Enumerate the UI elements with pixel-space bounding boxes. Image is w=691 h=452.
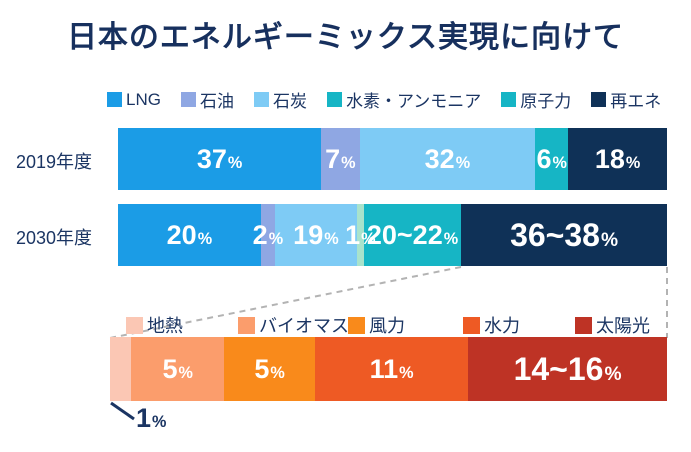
segment-2019-nuclear-value: 6% [536, 143, 567, 174]
segment-2030-renewables: 36~38% [461, 204, 667, 266]
biomass-color-swatch [238, 316, 255, 334]
geothermal-callout-label: 1% [136, 403, 167, 433]
legend-label-biomass: バイオマス [259, 316, 349, 336]
segment-2019-coal-value: 32% [424, 143, 471, 174]
solar-color-swatch [575, 316, 592, 334]
segment-renew-solar: 14~16% [468, 337, 667, 401]
legend-item-geothermal: 地熱 [126, 312, 183, 338]
geothermal-callout-line [110, 401, 135, 421]
segment-2019-renewables: 18% [568, 128, 667, 190]
renewables-color-swatch [591, 92, 607, 107]
legend-energy-sources: LNG 石油 石炭 水素・アンモニア 原子力 再エネ [107, 87, 661, 112]
segment-2030-hydrogen-ammonia: 1% [345, 204, 376, 266]
segment-2030-nuclear: 20~22% [363, 204, 462, 266]
lng-color-swatch [107, 92, 122, 107]
segment-2019-lng: 37% [118, 128, 322, 190]
segment-2019-oil-value: 7% [325, 143, 356, 174]
legend-item-hydro: 水力 [463, 312, 520, 338]
bar-2019: 37% 7% 32% 6% 18% [118, 128, 667, 190]
wind-color-swatch [348, 316, 365, 334]
row-label-2030: 2030年度 [16, 228, 93, 248]
segment-2030-lng-value: 20% [166, 219, 213, 250]
segment-renew-geothermal-value [120, 356, 121, 383]
legend-item-coal: 石炭 [253, 87, 307, 112]
segment-2030-oil: 2% [253, 204, 283, 266]
legend-label-coal: 石炭 [272, 92, 307, 111]
legend-item-wind: 風力 [348, 312, 405, 338]
legend-item-oil: 石油 [180, 87, 234, 112]
legend-item-renewables: 再エネ [591, 87, 661, 112]
segment-2030-lng: 20% [118, 204, 261, 266]
nuclear-color-swatch [501, 92, 517, 107]
segment-renew-hydro: 11% [314, 337, 469, 401]
page-title: 日本のエネルギーミックス実現に向けて [66, 21, 625, 54]
segment-renew-biomass: 5% [131, 337, 225, 401]
legend-label-renewables: 再エネ [610, 92, 662, 111]
legend-label-oil: 石油 [199, 92, 234, 111]
bar-renewables-breakdown: 5% 5% 11% 14~16% [110, 337, 667, 401]
legend-label-wind: 風力 [369, 316, 405, 336]
bar-2030: 20% 2% 19% 1% 20~22% 36~38% [118, 204, 667, 266]
hydrogen-ammonia-color-swatch [326, 92, 342, 107]
legend-label-solar: 太陽光 [596, 316, 650, 336]
segment-renew-solar-value: 14~16% [513, 351, 622, 387]
legend-item-hydrogen-ammonia: 水素・アンモニア [326, 87, 482, 112]
legend-label-hydrogen-ammonia: 水素・アンモニア [345, 92, 482, 111]
hydro-color-swatch [463, 316, 480, 334]
segment-2030-nuclear-value: 20~22% [366, 219, 459, 250]
segment-renew-wind-value: 5% [254, 353, 285, 384]
segment-2030-oil-value: 2% [252, 219, 284, 250]
segment-2019-coal: 32% [359, 128, 536, 190]
segment-2030-hydrogen-ammonia-value: 1% [345, 219, 376, 250]
legend-item-nuclear: 原子力 [501, 87, 571, 112]
segment-renew-geothermal [110, 337, 132, 401]
coal-color-swatch [253, 92, 269, 107]
segment-2030-coal: 19% [275, 204, 357, 266]
legend-item-lng: LNG [107, 90, 161, 110]
legend-item-solar: 太陽光 [575, 312, 650, 338]
segment-renew-wind: 5% [224, 337, 315, 401]
legend-label-hydro: 水力 [484, 316, 520, 336]
segment-2019-lng-value: 37% [196, 143, 243, 174]
segment-2019-nuclear: 6% [535, 128, 569, 190]
segment-renew-biomass-value: 5% [162, 353, 193, 384]
row-label-2019: 2019年度 [16, 152, 93, 172]
geothermal-color-swatch [126, 316, 143, 334]
segment-renew-hydro-value: 11% [369, 353, 414, 384]
segment-2019-oil: 7% [321, 128, 360, 190]
legend-label-nuclear: 原子力 [520, 92, 572, 111]
segment-2030-renewables-value: 36~38% [510, 217, 618, 253]
legend-label-geothermal: 地熱 [147, 316, 183, 336]
legend-item-biomass: バイオマス [238, 312, 349, 338]
segment-2019-renewables-value: 18% [594, 143, 641, 174]
oil-color-swatch [180, 92, 196, 107]
segment-2030-coal-value: 19% [293, 219, 339, 250]
legend-label-lng: LNG [126, 89, 161, 109]
